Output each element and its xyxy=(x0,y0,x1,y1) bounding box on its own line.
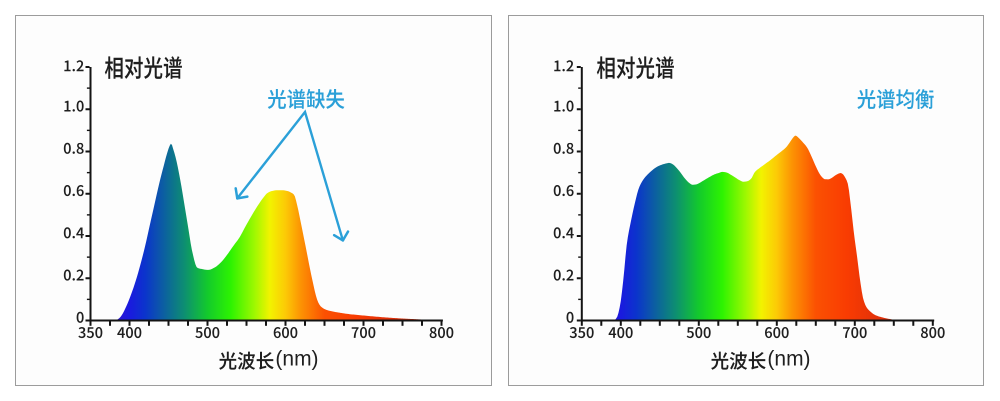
svg-text:(nm): (nm) xyxy=(275,348,318,371)
svg-text:(nm): (nm) xyxy=(767,348,810,371)
